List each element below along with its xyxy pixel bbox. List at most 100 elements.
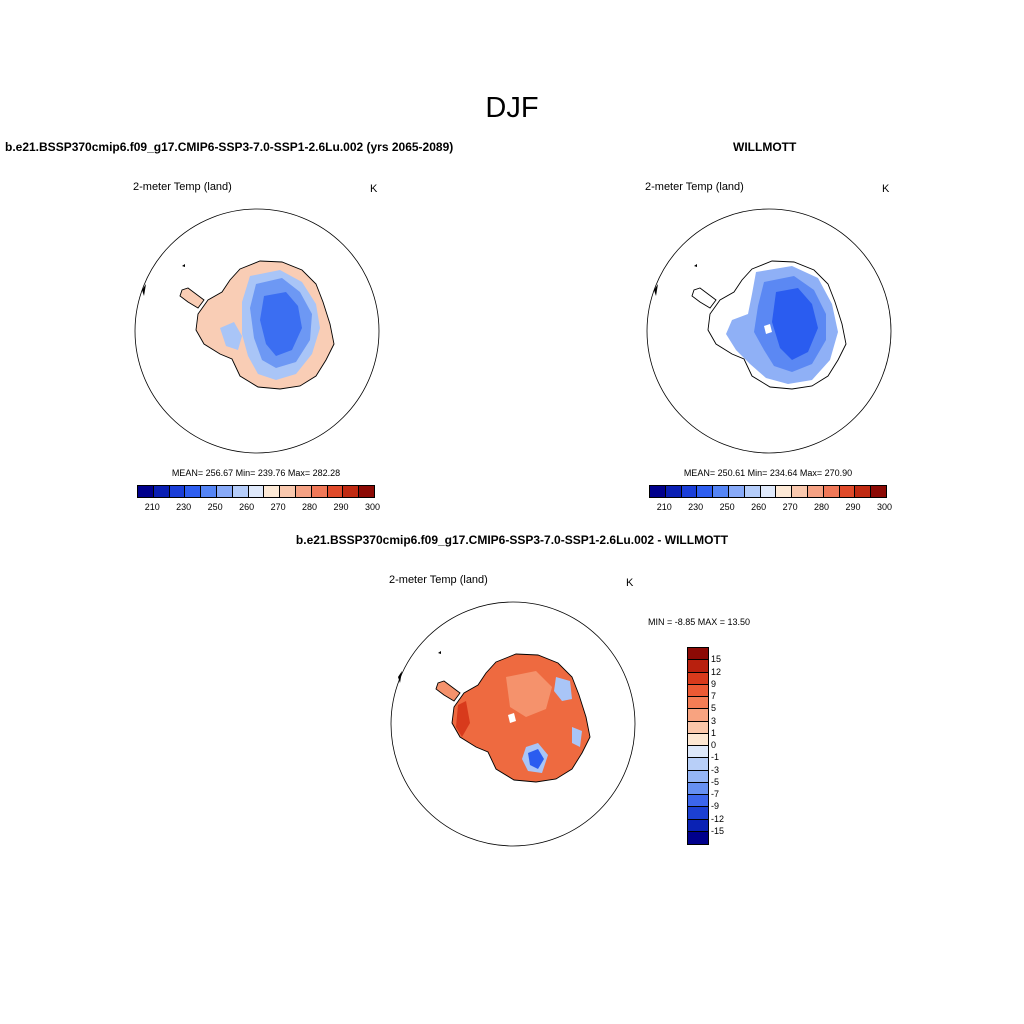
obs-stats: MEAN= 250.61 Min= 234.64 Max= 270.90 xyxy=(683,468,853,478)
colorbar-tick-label: 270 xyxy=(270,502,286,512)
colorbar-swatch xyxy=(280,486,296,497)
colorbar-tick-label: 1 xyxy=(711,727,717,738)
colorbar-swatch xyxy=(823,486,840,497)
model-colorbar xyxy=(137,485,375,498)
colorbar-tick-label: 230 xyxy=(688,502,704,512)
colorbar-tick-label: 210 xyxy=(656,502,672,512)
colorbar-swatch xyxy=(327,486,344,497)
colorbar-tick-label: 270 xyxy=(782,502,798,512)
island-mark xyxy=(438,651,441,654)
colorbar-swatch xyxy=(792,486,808,497)
diff-panel-title: b.e21.BSSP370cmip6.f09_g17.CMIP6-SSP3-7.… xyxy=(295,533,729,547)
island-mark xyxy=(398,671,402,683)
obs-units-label: K xyxy=(882,183,890,195)
diff-field-label: 2-meter Temp (land) xyxy=(389,574,488,586)
colorbar-swatch xyxy=(688,697,708,710)
colorbar-swatch xyxy=(697,486,714,497)
colorbar-swatch xyxy=(311,486,328,497)
obs-colorbar xyxy=(649,485,887,498)
colorbar-tick-label: 0 xyxy=(711,740,717,750)
colorbar-swatch xyxy=(343,486,360,497)
colorbar-tick-label: 280 xyxy=(814,502,830,512)
colorbar-tick-label: 250 xyxy=(719,502,735,512)
obs-colorbar-ticks: 210 230 250 260 270 280 290 300 xyxy=(649,502,892,514)
island-mark xyxy=(694,264,697,267)
diff-polar-map xyxy=(390,601,636,847)
colorbar-tick-label: -7 xyxy=(711,789,720,799)
colorbar-swatch xyxy=(688,721,708,734)
colorbar-tick-label: 5 xyxy=(711,703,717,714)
colorbar-swatch xyxy=(688,807,708,820)
diff-units-label: K xyxy=(626,577,634,589)
colorbar-swatch xyxy=(232,486,249,497)
diff-colorbar-ticks: 15 12 9 7 5 3 1 0 -1 -3 -5 -7 -9 -12 -15 xyxy=(711,647,751,843)
colorbar-swatch xyxy=(688,831,708,844)
colorbar-tick-label: 300 xyxy=(364,502,381,512)
colorbar-swatch xyxy=(688,746,708,759)
colorbar-swatch xyxy=(807,486,824,497)
colorbar-tick-label: 15 xyxy=(711,654,722,665)
colorbar-swatch xyxy=(650,486,666,497)
model-polar-map xyxy=(134,208,380,454)
colorbar-swatch xyxy=(855,486,872,497)
colorbar-tick-label: 250 xyxy=(207,502,223,512)
colorbar-swatch xyxy=(688,758,708,771)
colorbar-swatch xyxy=(185,486,202,497)
colorbar-swatch xyxy=(248,486,265,497)
colorbar-swatch xyxy=(681,486,698,497)
colorbar-tick-label: -1 xyxy=(711,752,720,763)
colorbar-tick-label: 280 xyxy=(302,502,318,512)
colorbar-tick-label: 260 xyxy=(751,502,767,512)
colorbar-swatch xyxy=(216,486,233,497)
colorbar-swatch xyxy=(713,486,729,497)
colorbar-swatch xyxy=(359,486,374,497)
colorbar-swatch xyxy=(688,782,708,795)
colorbar-swatch xyxy=(688,819,708,832)
colorbar-swatch xyxy=(688,660,708,673)
diff-minmax: MIN = -8.85 MAX = 13.50 xyxy=(648,617,751,627)
colorbar-swatch xyxy=(744,486,761,497)
colorbar-swatch xyxy=(138,486,154,497)
colorbar-swatch xyxy=(728,486,745,497)
colorbar-tick-label: 7 xyxy=(711,691,717,701)
colorbar-tick-label: 3 xyxy=(711,715,717,726)
colorbar-tick-label: -12 xyxy=(711,813,725,824)
figure-title: DJF xyxy=(485,92,539,124)
island-mark xyxy=(142,284,146,296)
island-mark xyxy=(182,264,185,267)
colorbar-tick-label: 290 xyxy=(333,502,349,512)
obs-polar-map xyxy=(646,208,892,454)
colorbar-tick-label: -3 xyxy=(711,764,720,775)
colorbar-tick-label: 300 xyxy=(876,502,893,512)
colorbar-tick-label: -5 xyxy=(711,776,720,787)
antarctica-landmass xyxy=(691,260,847,390)
colorbar-swatch xyxy=(665,486,682,497)
colorbar-tick-label: 230 xyxy=(176,502,192,512)
colorbar-swatch xyxy=(688,795,708,808)
colorbar-swatch xyxy=(688,672,708,685)
colorbar-tick-label: 290 xyxy=(845,502,861,512)
colorbar-tick-label: -15 xyxy=(711,825,725,836)
colorbar-tick-label: 9 xyxy=(711,678,717,689)
antarctica-landmass xyxy=(179,260,335,390)
colorbar-swatch xyxy=(169,486,186,497)
colorbar-tick-label: -9 xyxy=(711,801,720,812)
colorbar-swatch xyxy=(153,486,170,497)
antarctica-landmass xyxy=(435,653,591,783)
model-panel-title: b.e21.BSSP370cmip6.f09_g17.CMIP6-SSP3-7.… xyxy=(5,140,454,154)
colorbar-tick-label: 210 xyxy=(144,502,160,512)
colorbar-swatch xyxy=(688,733,708,746)
island-mark xyxy=(654,284,658,296)
colorbar-swatch xyxy=(776,486,793,497)
colorbar-swatch xyxy=(688,709,708,722)
model-colorbar-ticks: 210 230 250 260 270 280 290 300 xyxy=(137,502,380,514)
model-field-label: 2-meter Temp (land) xyxy=(133,181,232,193)
diff-colorbar xyxy=(687,647,709,845)
colorbar-swatch xyxy=(264,486,281,497)
colorbar-tick-label: 260 xyxy=(239,502,255,512)
colorbar-swatch xyxy=(201,486,217,497)
colorbar-swatch xyxy=(688,684,708,697)
colorbar-tick-label: 12 xyxy=(711,666,722,677)
colorbar-swatch xyxy=(688,648,708,661)
model-units-label: K xyxy=(370,183,378,195)
